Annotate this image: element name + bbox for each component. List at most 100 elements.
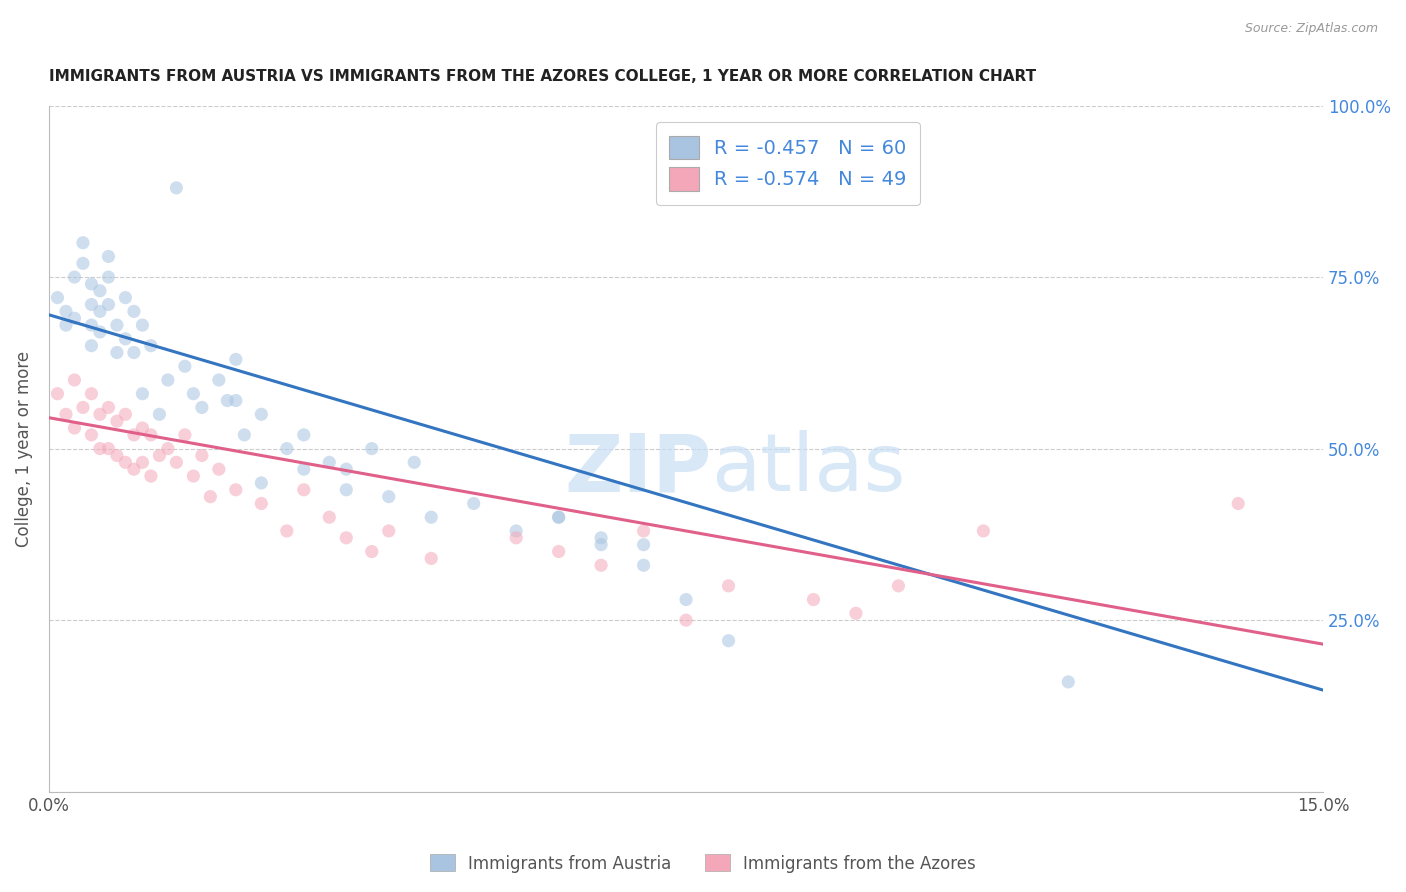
Point <box>233 428 256 442</box>
Point <box>89 442 111 456</box>
Point <box>591 531 613 545</box>
Point <box>105 414 128 428</box>
Point <box>633 538 655 552</box>
Point <box>80 297 103 311</box>
Point <box>173 428 195 442</box>
Text: ZIP: ZIP <box>564 430 711 508</box>
Point <box>97 297 120 311</box>
Point <box>591 558 613 573</box>
Point <box>114 332 136 346</box>
Point <box>420 510 443 524</box>
Legend: R = -0.457   N = 60, R = -0.574   N = 49: R = -0.457 N = 60, R = -0.574 N = 49 <box>655 122 920 204</box>
Point <box>292 483 315 497</box>
Y-axis label: College, 1 year or more: College, 1 year or more <box>15 351 32 547</box>
Point <box>183 386 205 401</box>
Point <box>191 401 214 415</box>
Point <box>276 442 298 456</box>
Point <box>80 277 103 291</box>
Point <box>165 181 187 195</box>
Point <box>250 496 273 510</box>
Point <box>463 496 485 510</box>
Point <box>46 386 69 401</box>
Point <box>208 373 231 387</box>
Point <box>72 401 94 415</box>
Point <box>156 373 179 387</box>
Point <box>97 250 120 264</box>
Point <box>208 462 231 476</box>
Point <box>89 407 111 421</box>
Point <box>63 421 86 435</box>
Point <box>72 235 94 250</box>
Point <box>200 490 222 504</box>
Point <box>675 592 697 607</box>
Point <box>80 428 103 442</box>
Point <box>105 345 128 359</box>
Point <box>803 592 825 607</box>
Point <box>505 531 527 545</box>
Point <box>250 407 273 421</box>
Point <box>55 304 77 318</box>
Point <box>633 558 655 573</box>
Point <box>360 442 382 456</box>
Point <box>131 455 153 469</box>
Point <box>845 607 868 621</box>
Point <box>547 510 569 524</box>
Point <box>89 325 111 339</box>
Point <box>404 455 426 469</box>
Point <box>122 428 145 442</box>
Point <box>122 345 145 359</box>
Point <box>148 407 170 421</box>
Legend: Immigrants from Austria, Immigrants from the Azores: Immigrants from Austria, Immigrants from… <box>423 847 983 880</box>
Point <box>505 524 527 538</box>
Point <box>89 284 111 298</box>
Point <box>139 339 162 353</box>
Point <box>250 475 273 490</box>
Point <box>97 401 120 415</box>
Point <box>292 428 315 442</box>
Point <box>717 633 740 648</box>
Text: IMMIGRANTS FROM AUSTRIA VS IMMIGRANTS FROM THE AZORES COLLEGE, 1 YEAR OR MORE CO: IMMIGRANTS FROM AUSTRIA VS IMMIGRANTS FR… <box>49 69 1036 84</box>
Point <box>97 270 120 285</box>
Point <box>318 510 340 524</box>
Point <box>173 359 195 374</box>
Point <box>318 455 340 469</box>
Point <box>225 483 247 497</box>
Point <box>292 462 315 476</box>
Point <box>80 386 103 401</box>
Point <box>675 613 697 627</box>
Point <box>105 449 128 463</box>
Point <box>547 544 569 558</box>
Point <box>114 407 136 421</box>
Point <box>377 524 399 538</box>
Point <box>335 483 357 497</box>
Point <box>225 352 247 367</box>
Point <box>156 442 179 456</box>
Point <box>276 524 298 538</box>
Point <box>63 373 86 387</box>
Point <box>1227 496 1250 510</box>
Point <box>633 524 655 538</box>
Point <box>131 386 153 401</box>
Point <box>97 442 120 456</box>
Point <box>114 455 136 469</box>
Point <box>89 304 111 318</box>
Point <box>591 538 613 552</box>
Point <box>80 339 103 353</box>
Point <box>377 490 399 504</box>
Text: atlas: atlas <box>711 430 905 508</box>
Point <box>717 579 740 593</box>
Point <box>225 393 247 408</box>
Point <box>165 455 187 469</box>
Point <box>360 544 382 558</box>
Point <box>183 469 205 483</box>
Point <box>122 462 145 476</box>
Point <box>148 449 170 463</box>
Point <box>55 407 77 421</box>
Point <box>335 462 357 476</box>
Point <box>105 318 128 332</box>
Point <box>1057 674 1080 689</box>
Point <box>114 291 136 305</box>
Point <box>217 393 239 408</box>
Point <box>80 318 103 332</box>
Point <box>63 311 86 326</box>
